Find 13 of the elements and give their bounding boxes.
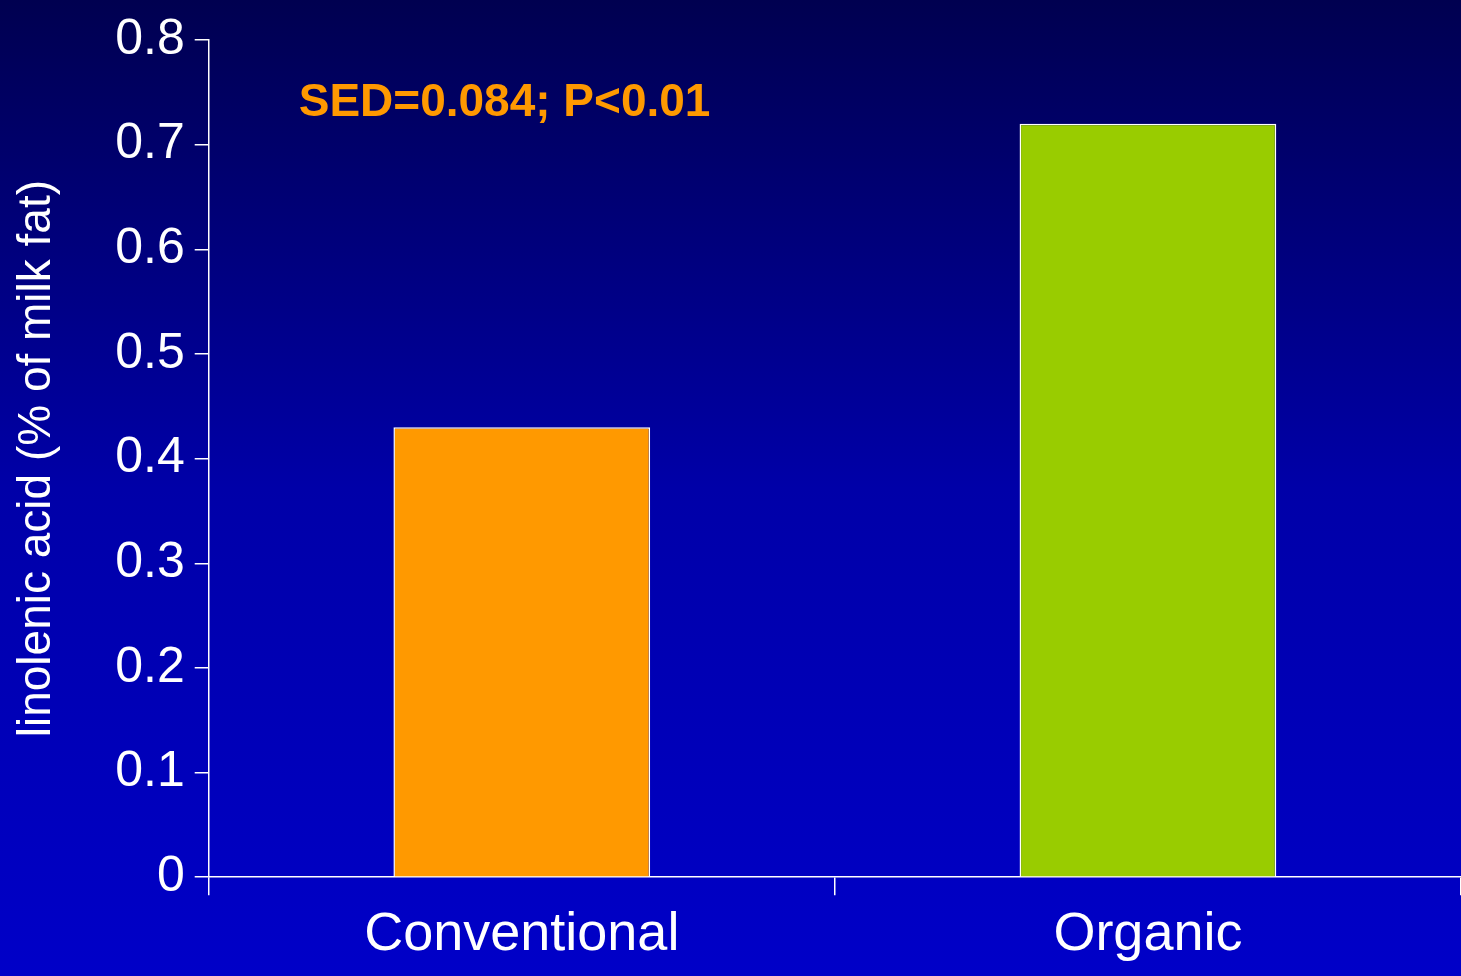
y-tick-label: 0.2 [115, 636, 185, 693]
y-tick-label: 0.6 [115, 218, 185, 275]
y-tick-label: 0.8 [115, 8, 185, 65]
y-tick-label: 0 [156, 845, 185, 902]
y-tick-label: 0.4 [115, 427, 185, 484]
annotation: SED=0.084; P<0.01 [298, 73, 711, 126]
y-tick-label: 0.7 [115, 113, 185, 170]
x-tick-label: Conventional [364, 901, 680, 962]
x-tick-label: Organic [1053, 901, 1243, 962]
y-tick-label: 0.3 [115, 532, 185, 589]
y-axis-title: linolenic acid (% of milk fat) [8, 179, 61, 738]
y-tick-label: 0.1 [115, 741, 185, 798]
y-tick-label: 0.5 [115, 322, 185, 379]
